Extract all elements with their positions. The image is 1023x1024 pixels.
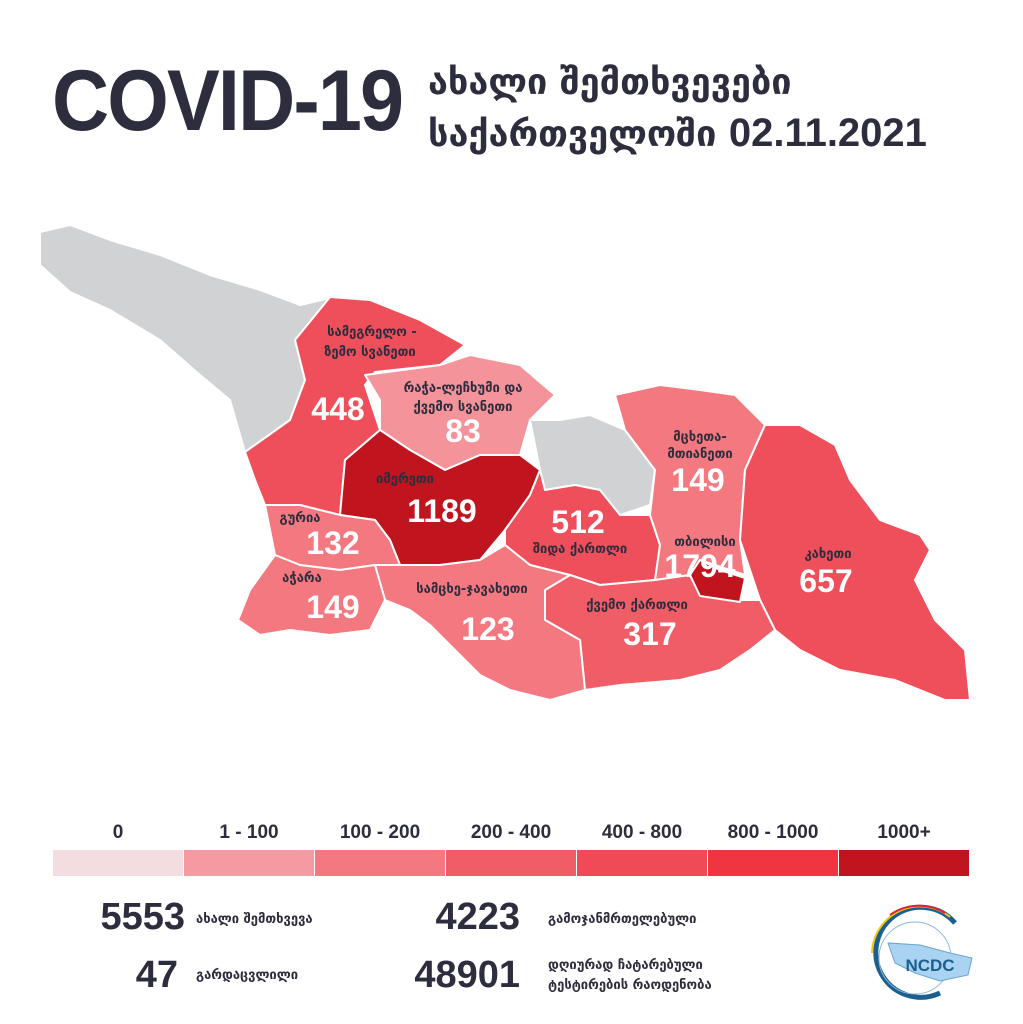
value-samtskhe: 123 <box>461 611 514 647</box>
label-samegrelo: სამეგრელო - <box>327 325 417 340</box>
tests-value: 48901 <box>414 954 520 996</box>
value-imereti: 1189 <box>407 493 476 529</box>
deaths-value: 47 <box>135 954 178 996</box>
region-guria <box>264 504 401 571</box>
legend-label-3: 200 - 400 <box>470 822 552 843</box>
label-mtskheta: მცხეთა- <box>673 430 726 445</box>
label-tbilisi: თბილისი <box>674 535 735 550</box>
legend-label-4: 400 - 800 <box>601 822 683 843</box>
logo-text: NCDC <box>905 956 954 975</box>
value-kakheti: 657 <box>799 563 852 599</box>
label-adjara: აჭარა <box>282 571 322 586</box>
subtitle-country: საქართველოში <box>428 114 717 155</box>
recovered-label: გამოჯანმრთელებული <box>548 912 697 927</box>
value-shida-kartli: 512 <box>551 504 604 540</box>
legend-label-0: 0 <box>112 822 124 843</box>
label-kvemo-kartli: ქვემო ქართლი <box>586 598 688 613</box>
region-tbilisi <box>689 559 746 603</box>
legend-swatch <box>446 850 576 876</box>
report-date: 02.11.2021 <box>728 111 927 155</box>
legend-swatch <box>577 850 707 876</box>
legend-swatch <box>839 850 969 876</box>
region-kakheti <box>739 424 971 701</box>
subtitle-line-2: საქართველოში 02.11.2021 <box>428 108 927 160</box>
region-samtskhe <box>374 544 586 701</box>
georgia-map: სამეგრელო - ზემო სვანეთი 448 რაჭა-ლეჩხუმ… <box>39 224 971 701</box>
deaths-label: გარდაცვლილი <box>196 968 299 983</box>
recovered-value: 4223 <box>435 896 520 938</box>
label-racha-2: ქვემო სვანეთი <box>414 400 513 415</box>
legend-swatch <box>184 850 314 876</box>
value-racha: 83 <box>445 413 481 449</box>
value-adjara: 149 <box>306 589 359 625</box>
legend-label-6: 1000+ <box>877 822 931 843</box>
tests-label-line-2: ტესტირების რაოდენობა <box>548 978 712 993</box>
legend-swatch <box>53 850 183 876</box>
region-abkhazia <box>39 224 331 453</box>
value-mtskheta: 149 <box>671 462 724 498</box>
new-cases-label: ახალი შემთხვევა <box>196 912 313 927</box>
value-samegrelo: 448 <box>311 391 364 427</box>
legend-label-1: 1 - 100 <box>219 822 279 843</box>
label-samtskhe: სამცხე-ჯავახეთი <box>416 582 528 597</box>
value-guria: 132 <box>306 525 359 561</box>
value-kvemo-kartli: 317 <box>623 616 676 652</box>
label-shida-kartli: შიდა ქართლი <box>533 542 627 557</box>
page-title: COVID-19 <box>52 53 404 149</box>
label-mtskheta-2: მთიანეთი <box>667 447 732 462</box>
label-guria: გურია <box>280 511 321 526</box>
label-imereti: იმერეთი <box>376 472 434 487</box>
value-tbilisi: 1794 <box>664 548 735 584</box>
page-subtitle: ახალი შემთხვევები საქართველოში 02.11.202… <box>428 58 927 160</box>
subtitle-line-1: ახალი შემთხვევები <box>428 62 792 103</box>
ncdc-logo: NCDC <box>871 904 973 1000</box>
new-cases-value: 5553 <box>100 896 185 938</box>
label-racha: რაჭა-ლეჩხუმი და <box>404 381 523 396</box>
region-adjara <box>237 554 386 636</box>
label-kakheti: კახეთი <box>804 547 851 562</box>
legend-swatch <box>708 850 838 876</box>
region-mtskheta <box>614 384 766 581</box>
legend-label-5: 800 - 1000 <box>727 822 819 843</box>
legend-label-2: 100 - 200 <box>339 822 421 843</box>
legend-swatch <box>315 850 445 876</box>
label-samegrelo-2: ზემო სვანეთი <box>324 345 415 360</box>
tests-label-line-1: დღიურად ჩატარებული <box>548 958 703 973</box>
tests-label: დღიურად ჩატარებული ტესტირების რაოდენობა <box>548 956 712 996</box>
